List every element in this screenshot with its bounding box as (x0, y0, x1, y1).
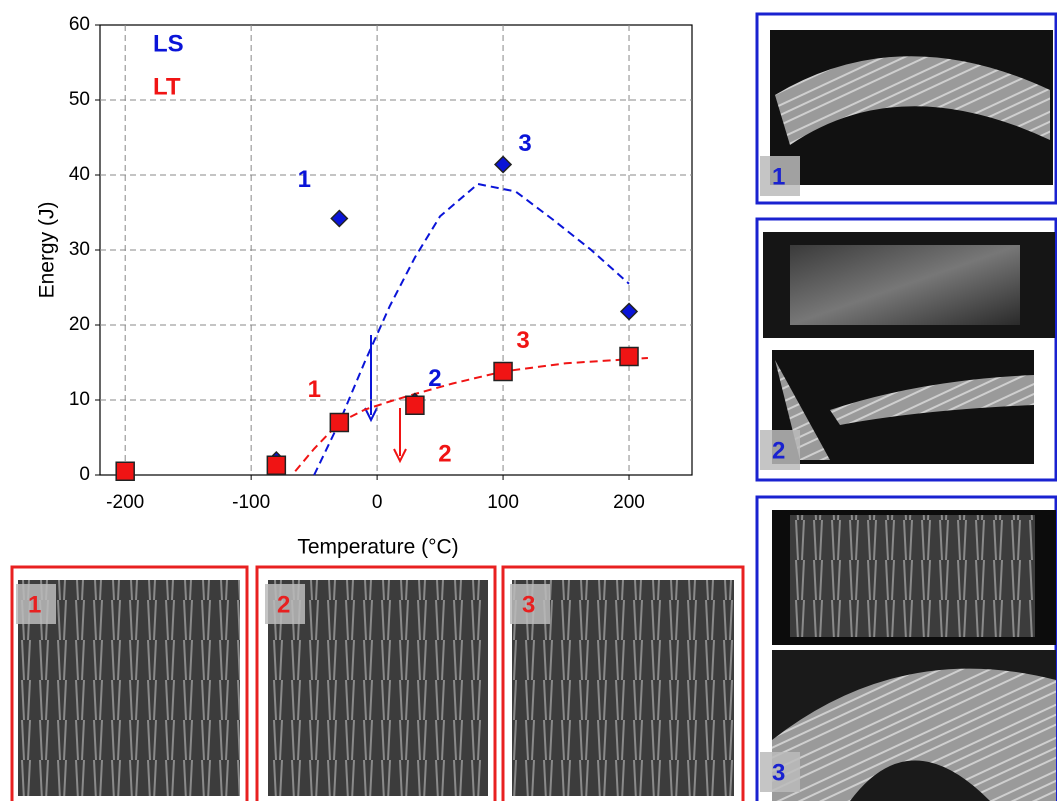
point-label: 1 (298, 166, 311, 193)
point-label: 3 (518, 130, 531, 157)
y-tick-label: 0 (79, 464, 90, 485)
panel-label: 3 (772, 759, 785, 786)
y-axis-title: Energy (J) (36, 202, 59, 299)
marker (267, 456, 285, 474)
x-tick-label: -200 (106, 492, 144, 513)
x-axis-title: Temperature (°C) (297, 536, 458, 559)
panel-label: 1 (772, 163, 785, 190)
marker (620, 348, 638, 366)
y-tick-label: 60 (69, 14, 90, 35)
trend-line (314, 184, 629, 475)
y-tick-label: 30 (69, 239, 90, 260)
panel-label: 1 (28, 591, 41, 618)
point-label: 2 (438, 441, 451, 468)
legend-label: LT (153, 73, 181, 100)
panel-label: 2 (772, 437, 785, 464)
y-tick-label: 50 (69, 89, 90, 110)
marker (406, 396, 424, 414)
x-tick-label: -100 (232, 492, 270, 513)
x-tick-label: 0 (372, 492, 383, 513)
y-tick-label: 10 (69, 389, 90, 410)
marker (621, 304, 637, 320)
marker (495, 157, 511, 173)
point-label: 1 (308, 376, 321, 403)
panel-label: 2 (277, 591, 290, 618)
marker (330, 414, 348, 432)
marker (116, 462, 134, 480)
x-tick-label: 100 (487, 492, 519, 513)
photo-panels (12, 14, 1056, 801)
x-tick-label: 200 (613, 492, 645, 513)
point-label: 2 (428, 365, 441, 392)
point-label: 3 (516, 327, 529, 354)
y-tick-label: 40 (69, 164, 90, 185)
y-tick-label: 20 (69, 314, 90, 335)
photo-specimen (790, 245, 1020, 325)
photo-specimen (790, 515, 1035, 637)
figure: Temperature (°C) Energy (J) 010203040506… (0, 0, 1057, 801)
plot-area: Temperature (°C) Energy (J) 010203040506… (36, 14, 692, 559)
legend-label: LS (153, 30, 184, 57)
marker (331, 211, 347, 227)
marker (494, 363, 512, 381)
panel-label: 3 (522, 591, 535, 618)
